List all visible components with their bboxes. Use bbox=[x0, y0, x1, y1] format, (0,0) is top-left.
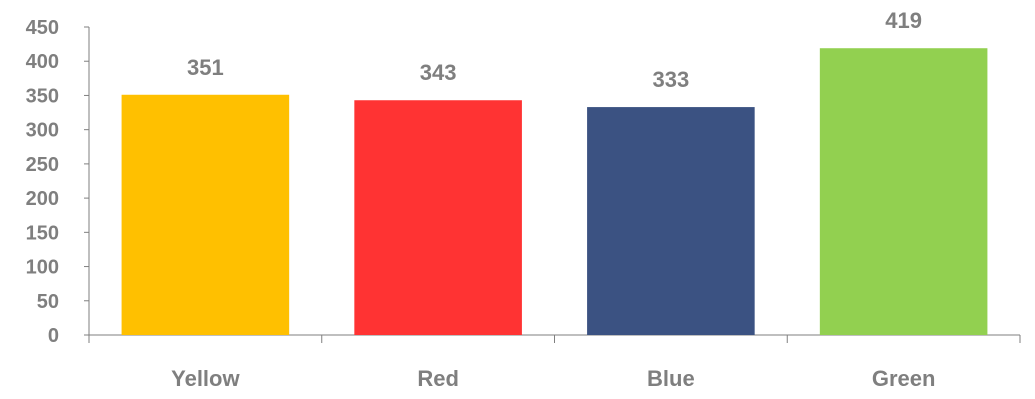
bar-red bbox=[354, 100, 522, 335]
x-tick-label-green: Green bbox=[872, 366, 936, 391]
data-label-red: 343 bbox=[420, 60, 457, 85]
data-labels: 351 343 333 419 bbox=[187, 8, 922, 92]
y-tick-label: 150 bbox=[26, 222, 59, 244]
y-tick-label: 400 bbox=[26, 51, 59, 73]
bar-blue bbox=[587, 107, 755, 335]
y-tick-label: 350 bbox=[26, 85, 59, 107]
x-tick-label-yellow: Yellow bbox=[171, 366, 240, 391]
data-label-blue: 333 bbox=[653, 67, 690, 92]
y-tick-label: 250 bbox=[26, 154, 59, 176]
y-tick-label: 50 bbox=[37, 291, 59, 313]
x-tick-label-blue: Blue bbox=[647, 366, 695, 391]
bar-green bbox=[819, 48, 988, 336]
y-tick-label: 200 bbox=[26, 188, 59, 210]
x-axis: Yellow Red Blue Green bbox=[88, 334, 1021, 391]
bar-series bbox=[121, 48, 988, 336]
y-axis: 0 50 100 150 200 250 300 350 400 450 bbox=[26, 17, 90, 347]
y-tick-label: 300 bbox=[26, 120, 59, 142]
y-tick-label: 100 bbox=[26, 257, 59, 279]
y-tick-label: 0 bbox=[48, 325, 59, 347]
x-tick-label-red: Red bbox=[417, 366, 459, 391]
data-label-yellow: 351 bbox=[187, 55, 224, 80]
bar-yellow bbox=[121, 94, 290, 335]
y-tick-label: 450 bbox=[26, 17, 59, 39]
data-label-green: 419 bbox=[885, 8, 922, 33]
